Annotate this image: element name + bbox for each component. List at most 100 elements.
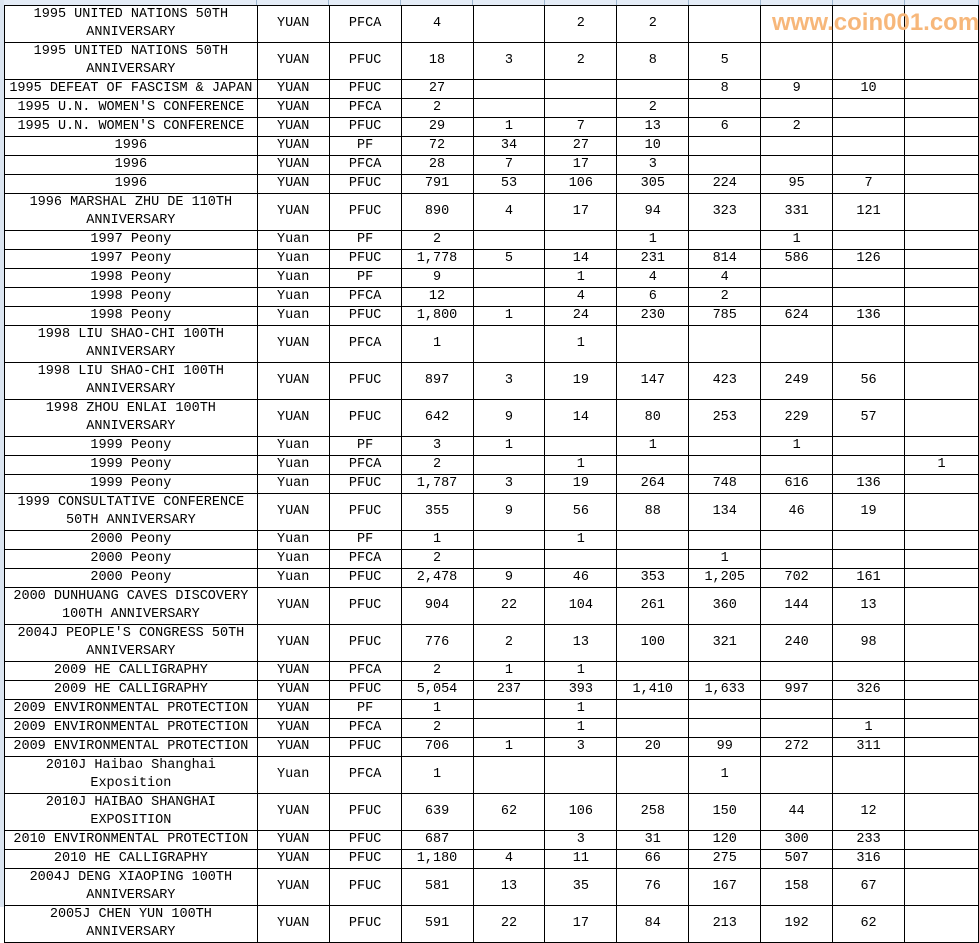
grade-cell[interactable]	[904, 737, 979, 757]
type-cell[interactable]: PFCA	[328, 5, 402, 43]
grade-cell[interactable]: 80	[616, 399, 690, 437]
type-cell[interactable]: PFUC	[328, 849, 402, 869]
grade-cell[interactable]	[472, 98, 546, 118]
type-cell[interactable]: PFUC	[328, 474, 402, 494]
grade-cell[interactable]	[904, 568, 979, 588]
grade-cell[interactable]: 5	[472, 249, 546, 269]
grade-cell[interactable]: 1	[472, 661, 546, 681]
total-cell[interactable]: 12	[400, 287, 474, 307]
grade-cell[interactable]: 14	[544, 399, 618, 437]
type-cell[interactable]: PFCA	[328, 661, 402, 681]
name-cell[interactable]: 2010J Haibao Shanghai Exposition	[4, 756, 258, 794]
grade-cell[interactable]	[688, 436, 762, 456]
name-cell[interactable]: 2009 HE CALLIGRAPHY	[4, 661, 258, 681]
grade-cell[interactable]: 120	[688, 830, 762, 850]
total-cell[interactable]: 1	[400, 530, 474, 550]
total-cell[interactable]: 776	[400, 624, 474, 662]
grade-cell[interactable]: 14	[544, 249, 618, 269]
type-cell[interactable]: PFUC	[328, 193, 402, 231]
grade-cell[interactable]	[544, 436, 618, 456]
type-cell[interactable]: PFUC	[328, 680, 402, 700]
total-cell[interactable]: 2	[400, 549, 474, 569]
grade-cell[interactable]	[904, 98, 979, 118]
grade-cell[interactable]	[688, 5, 762, 43]
grade-cell[interactable]: 3	[616, 155, 690, 175]
grade-cell[interactable]: 331	[760, 193, 834, 231]
grade-cell[interactable]: 814	[688, 249, 762, 269]
grade-cell[interactable]: 1	[832, 718, 905, 738]
grade-cell[interactable]: 748	[688, 474, 762, 494]
grade-cell[interactable]	[904, 624, 979, 662]
name-cell[interactable]: 1995 UNITED NATIONS 50TH ANNIVERSARY	[4, 5, 258, 43]
grade-cell[interactable]	[472, 756, 546, 794]
grade-cell[interactable]: 2	[616, 5, 690, 43]
grade-cell[interactable]: 2	[760, 117, 834, 137]
name-cell[interactable]: 1996 MARSHAL ZHU DE 110TH ANNIVERSARY	[4, 193, 258, 231]
total-cell[interactable]: 9	[400, 268, 474, 288]
grade-cell[interactable]	[904, 718, 979, 738]
grade-cell[interactable]	[760, 98, 834, 118]
grade-cell[interactable]	[904, 325, 979, 363]
grade-cell[interactable]	[760, 549, 834, 569]
grade-cell[interactable]: 9	[472, 568, 546, 588]
name-cell[interactable]: 2004J DENG XIAOPING 100TH ANNIVERSARY	[4, 868, 258, 906]
grade-cell[interactable]	[688, 699, 762, 719]
grade-cell[interactable]	[760, 455, 834, 475]
grade-cell[interactable]	[904, 174, 979, 194]
grade-cell[interactable]	[472, 5, 546, 43]
grade-cell[interactable]: 353	[616, 568, 690, 588]
name-cell[interactable]: 1998 Peony	[4, 268, 258, 288]
grade-cell[interactable]	[904, 849, 979, 869]
type-cell[interactable]: PFCA	[328, 287, 402, 307]
grade-cell[interactable]: 1	[760, 436, 834, 456]
grade-cell[interactable]: 264	[616, 474, 690, 494]
name-cell[interactable]: 2000 Peony	[4, 549, 258, 569]
grade-cell[interactable]: 1	[544, 699, 618, 719]
grade-cell[interactable]	[688, 155, 762, 175]
grade-cell[interactable]: 17	[544, 155, 618, 175]
denomination-cell[interactable]: Yuan	[256, 230, 330, 250]
denomination-cell[interactable]: Yuan	[256, 436, 330, 456]
grade-cell[interactable]: 35	[544, 868, 618, 906]
type-cell[interactable]: PFUC	[328, 868, 402, 906]
grade-cell[interactable]	[472, 830, 546, 850]
grade-cell[interactable]	[904, 155, 979, 175]
grade-cell[interactable]	[832, 530, 905, 550]
grade-cell[interactable]	[904, 42, 979, 80]
type-cell[interactable]: PFUC	[328, 79, 402, 99]
grade-cell[interactable]: 13	[544, 624, 618, 662]
type-cell[interactable]: PF	[328, 268, 402, 288]
grade-cell[interactable]	[904, 756, 979, 794]
grade-cell[interactable]: 1	[544, 325, 618, 363]
column-header[interactable]: B	[257, 0, 329, 5]
grade-cell[interactable]: 12	[832, 793, 905, 831]
name-cell[interactable]: 1998 LIU SHAO-CHI 100TH ANNIVERSARY	[4, 325, 258, 363]
name-cell[interactable]: 1996	[4, 174, 258, 194]
denomination-cell[interactable]: YUAN	[256, 624, 330, 662]
grade-cell[interactable]	[904, 530, 979, 550]
denomination-cell[interactable]: Yuan	[256, 306, 330, 326]
grade-cell[interactable]	[904, 549, 979, 569]
grade-cell[interactable]: 161	[832, 568, 905, 588]
grade-cell[interactable]: 136	[832, 474, 905, 494]
grade-cell[interactable]	[832, 5, 905, 43]
name-cell[interactable]: 2000 DUNHUANG CAVES DISCOVERY 100TH ANNI…	[4, 587, 258, 625]
grade-cell[interactable]: 1	[760, 230, 834, 250]
column-header[interactable]: J	[833, 0, 905, 5]
type-cell[interactable]: PFUC	[328, 174, 402, 194]
type-cell[interactable]: PFUC	[328, 493, 402, 531]
denomination-cell[interactable]: YUAN	[256, 699, 330, 719]
grade-cell[interactable]	[472, 718, 546, 738]
type-cell[interactable]: PF	[328, 230, 402, 250]
grade-cell[interactable]	[832, 455, 905, 475]
grade-cell[interactable]	[832, 549, 905, 569]
total-cell[interactable]: 355	[400, 493, 474, 531]
grade-cell[interactable]: 1,410	[616, 680, 690, 700]
grade-cell[interactable]: 1	[472, 117, 546, 137]
grade-cell[interactable]: 6	[616, 287, 690, 307]
type-cell[interactable]: PF	[328, 436, 402, 456]
grade-cell[interactable]	[616, 699, 690, 719]
grade-cell[interactable]	[832, 268, 905, 288]
grade-cell[interactable]: 275	[688, 849, 762, 869]
grade-cell[interactable]: 311	[832, 737, 905, 757]
